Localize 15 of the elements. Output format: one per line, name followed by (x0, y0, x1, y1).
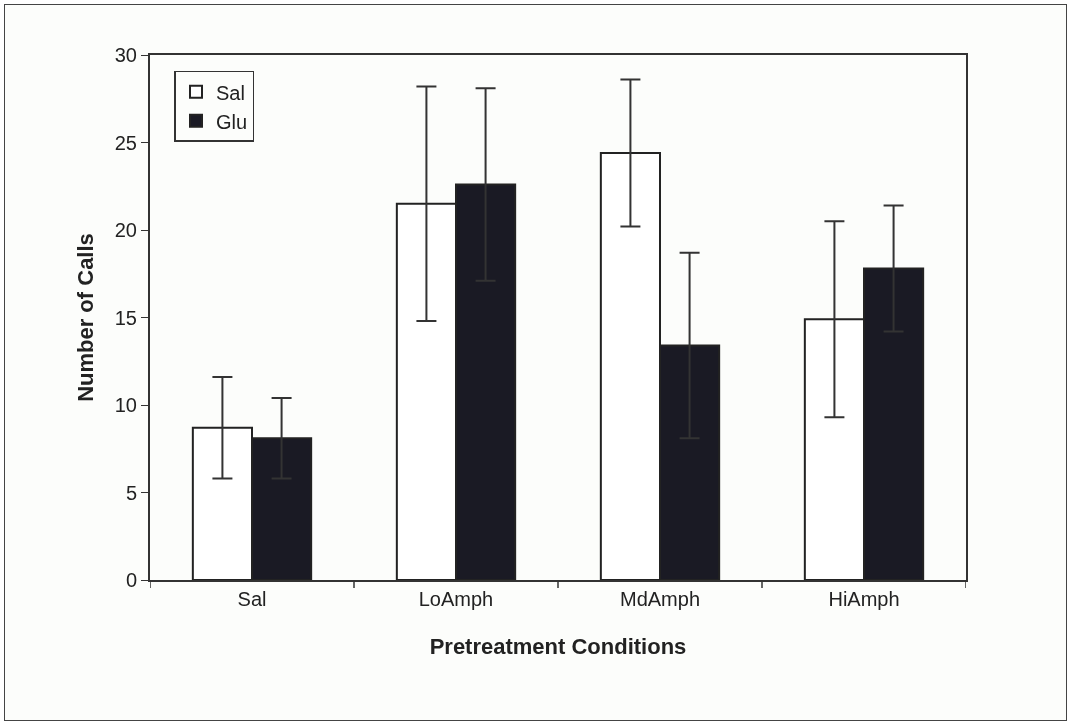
y-tick-label: 10 (114, 394, 137, 416)
y-tick-label: 15 (114, 306, 137, 329)
y-tick-label: 30 (114, 44, 137, 66)
x-tick-label: LoAmph (418, 588, 494, 610)
legend-label: Glu (215, 110, 248, 133)
y-tick-label: 0 (125, 569, 137, 591)
y-tick-label: 25 (114, 131, 137, 154)
x-axis-title: Pretreatment Conditions (429, 634, 687, 660)
x-tick-label: Sal (237, 588, 267, 610)
legend-label: Sal (215, 81, 245, 104)
y-tick-label: 5 (125, 481, 137, 504)
x-tick-label: HiAmph (828, 588, 900, 610)
y-axis-title: Number of Calls (73, 233, 99, 402)
x-tick-label: MdAmph (619, 588, 701, 610)
y-tick-label: 20 (114, 219, 137, 241)
